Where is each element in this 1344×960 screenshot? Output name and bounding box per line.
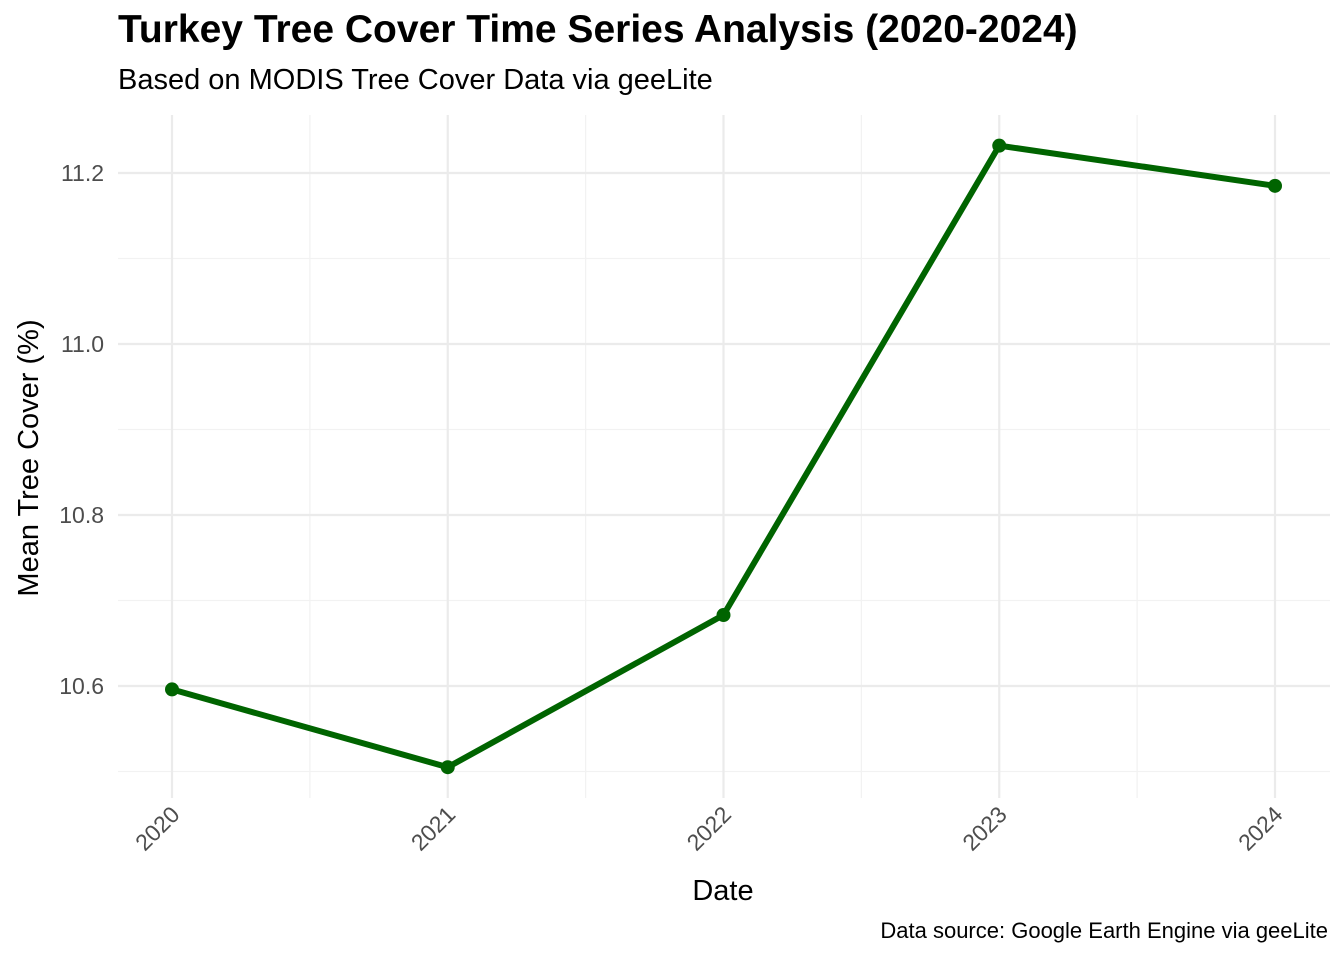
chart-subtitle: Based on MODIS Tree Cover Data via geeLi… bbox=[118, 64, 713, 96]
y-tick-label: 11.2 bbox=[61, 160, 104, 186]
data-point-2022 bbox=[716, 608, 731, 623]
data-point-2020 bbox=[165, 682, 179, 697]
y-axis-title: Mean Tree Cover (%) bbox=[13, 319, 45, 596]
y-tick-label: 10.6 bbox=[59, 673, 104, 699]
x-tick-label: 2023 bbox=[957, 801, 1012, 856]
x-axis-title: Date bbox=[692, 875, 753, 907]
x-tick-label: 2024 bbox=[1233, 801, 1288, 856]
x-tick-label: 2020 bbox=[130, 801, 185, 856]
y-tick-label: 10.8 bbox=[59, 502, 104, 528]
data-point-2021 bbox=[440, 760, 455, 775]
data-point-2024 bbox=[1268, 178, 1282, 193]
x-axis-ticks: 2020 2021 2022 2023 2024 bbox=[130, 801, 1288, 856]
data-point-2023 bbox=[992, 138, 1007, 153]
y-tick-label: 11.0 bbox=[61, 331, 104, 357]
x-tick-label: 2022 bbox=[681, 801, 736, 856]
y-axis-ticks: 10.6 10.8 11.0 11.2 bbox=[59, 160, 104, 699]
series-layer bbox=[165, 138, 1282, 775]
x-tick-label: 2021 bbox=[406, 801, 461, 856]
chart-title: Turkey Tree Cover Time Series Analysis (… bbox=[118, 8, 1078, 51]
grid-lines bbox=[118, 115, 1330, 798]
chart-caption: Data source: Google Earth Engine via gee… bbox=[880, 918, 1328, 943]
